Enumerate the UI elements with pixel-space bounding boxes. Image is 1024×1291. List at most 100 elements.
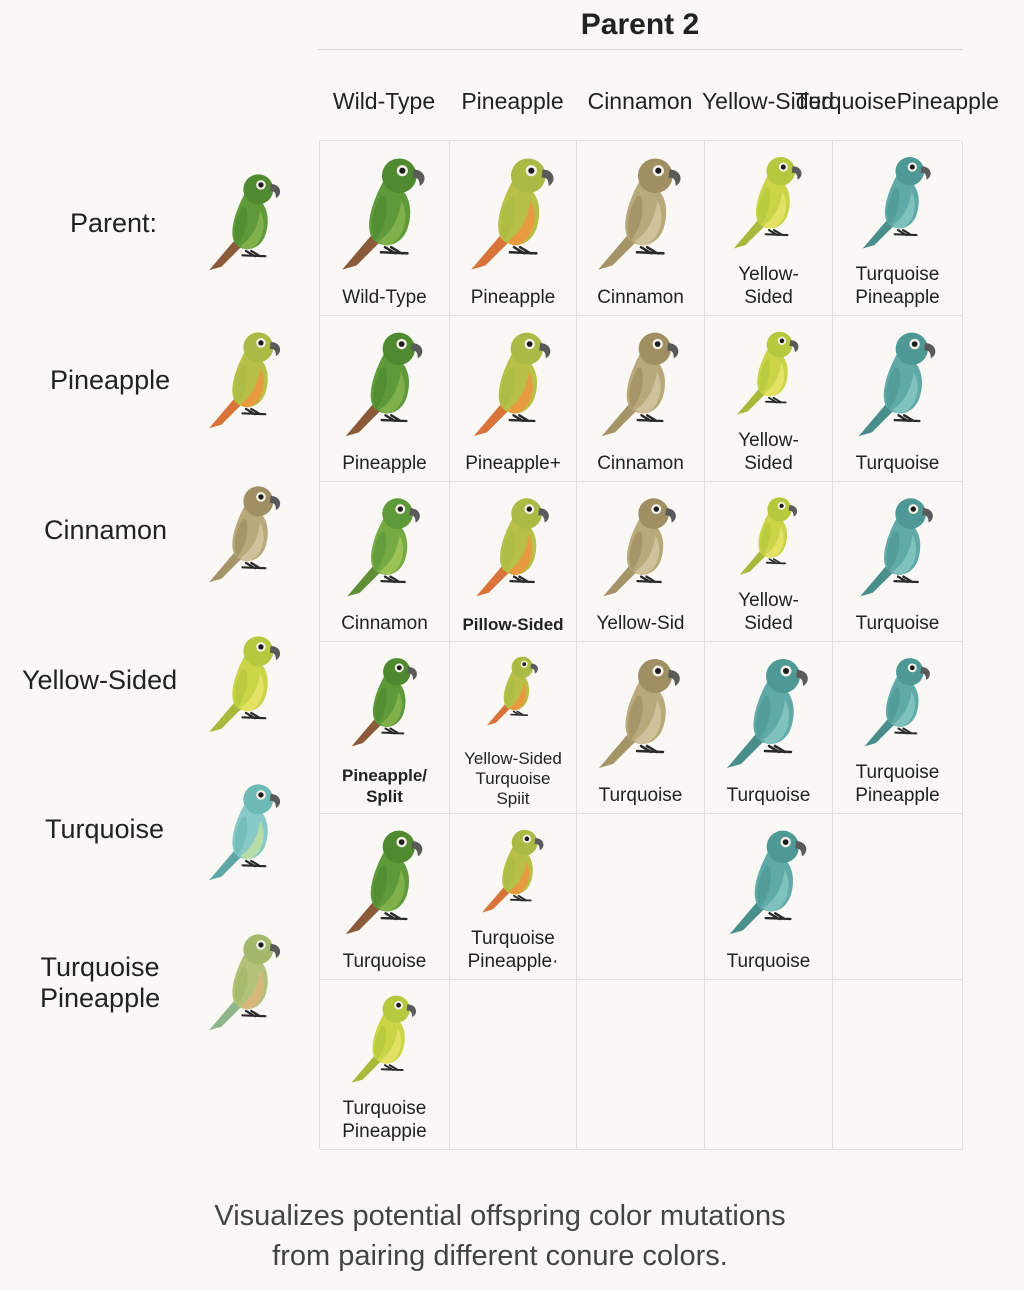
grid-cell-r5-c3 <box>705 980 833 1150</box>
parent-row-label-4: Turquoise <box>45 814 165 844</box>
wild-parrot-icon <box>345 830 423 935</box>
turquoise-parrot-icon <box>858 332 936 437</box>
grid-cell-r0-c2: Cinnamon <box>577 141 705 316</box>
turquoise-parrot-icon <box>862 156 931 249</box>
yellow-parrot-icon <box>209 636 281 733</box>
grid-cell-r3-c3: Turquoise <box>705 642 833 814</box>
grid-cell-r4-c3: Turquoise <box>705 814 833 980</box>
grid-cell-label: Turquoise Pineappie <box>342 1098 427 1142</box>
grid-cell-label: Turquoise <box>726 785 811 806</box>
parent-row-2 <box>40 472 300 622</box>
column-header-4: Turquoise Pineapple <box>795 87 999 114</box>
cinnamon-parrot-icon <box>603 498 676 597</box>
grid-cell-r4-c4 <box>833 814 963 980</box>
yellow-parrot-icon <box>737 331 799 415</box>
grid-cell-r2-c4: Turquoise <box>833 482 963 642</box>
grid-cell-r0-c3: Yellow- Sided <box>705 141 833 316</box>
grid-cell-label: Yellow-Sid <box>596 613 685 634</box>
cinnamon-parrot-icon <box>209 486 281 583</box>
cinnamon-parrot-icon <box>599 659 680 768</box>
title-divider <box>318 49 963 50</box>
pineapple-parrot-icon <box>482 829 544 913</box>
parent-row-5 <box>40 920 300 1070</box>
column-header-3: Yellow- Sided <box>701 87 835 114</box>
grid-cell-r4-c0: Turquoise <box>320 814 450 980</box>
grid-cell-r4-c2 <box>577 814 705 980</box>
caption: Visualizes potential offspring color mut… <box>0 1196 1000 1276</box>
column-header-1: Pineapple <box>461 87 564 114</box>
grid-cell-r0-c0: Wild-Type <box>320 141 450 316</box>
grid-cell-label: Turquoise <box>342 951 427 972</box>
grid-cell-r1-c3: Yellow- Sided <box>705 316 833 482</box>
grid-cell-r3-c0: Pineapple/Split <box>320 642 450 814</box>
grid-cell-r1-c2: Cinnamon <box>577 316 705 482</box>
grid-cell-label: Cinnamon <box>597 453 684 474</box>
grid-cell-r0-c4: Turquoise Pineapple <box>833 141 963 316</box>
grid-cell-r5-c1 <box>450 980 577 1150</box>
grid-cell-label: Turquoise <box>855 453 940 474</box>
grid-cell-label: Turquoise <box>855 613 940 634</box>
wildLight-parrot-icon <box>347 498 420 597</box>
turquoise-parrot-icon <box>729 830 807 935</box>
grid-cell-label: Turquoise Pineapple <box>855 264 940 308</box>
turquoise-parrot-icon <box>860 498 933 597</box>
grid-cell-r5-c0: Turquoise Pineappie <box>320 980 450 1150</box>
grid-cell-label: Pineapple <box>342 453 427 474</box>
caption-line-2: from pairing different conure colors. <box>272 1240 728 1272</box>
grid-cell-r3-c1: Yellow-Sided Turquoise Spiit <box>450 642 577 814</box>
offspring-grid: Wild-Type Pineapple Cinnamon Yellow- Sided Tu… <box>319 140 963 1150</box>
grid-cell-r5-c4 <box>833 980 963 1150</box>
parent-row-0 <box>40 160 300 310</box>
grid-cell-label: Pineapple/Split <box>341 766 428 806</box>
parent-row-label-2: Cinnamon <box>44 515 168 545</box>
grid-cell-r2-c2: Yellow-Sid <box>577 482 705 642</box>
parent-row-4 <box>40 770 300 920</box>
grid-cell-r5-c2 <box>577 980 705 1150</box>
turquoiseLight-parrot-icon <box>209 784 281 881</box>
grid-cell-label: Turquoise <box>598 785 683 806</box>
chart-title: Parent 2 <box>580 8 700 41</box>
parent-row-3 <box>40 622 300 772</box>
pineapple-parrot-icon <box>209 332 281 429</box>
grid-cell-label: Yellow-Sided Turquoise Spiit <box>464 749 562 808</box>
yellow-parrot-icon <box>351 995 417 1083</box>
grid-cell-label: Pineapple+ <box>465 453 561 474</box>
yellow-parrot-icon <box>739 497 798 575</box>
grid-cell-r3-c4: Turquoise Pineapple <box>833 642 963 814</box>
grid-cell-r4-c1: Turquoise Pineapple· <box>450 814 577 980</box>
grid-cell-r1-c0: Pineapple <box>320 316 450 482</box>
grid-cell-label: Turquoise Pineapple <box>855 762 940 806</box>
grid-cell-r3-c2: Turquoise <box>577 642 705 814</box>
grid-cell-label: Yellow- Sided <box>738 590 799 634</box>
wild-parrot-icon <box>209 174 281 271</box>
grid-cell-label: Wild-Type <box>342 287 427 308</box>
grid-cell-r1-c4: Turquoise <box>833 316 963 482</box>
grid-cell-label: Turquoise <box>726 951 811 972</box>
parent-row-label-0: Parent: <box>70 208 158 238</box>
pineapple-parrot-icon <box>473 332 551 437</box>
cinnamon-parrot-icon <box>601 332 679 437</box>
wild-parrot-icon <box>342 158 425 270</box>
grid-cell-label: Yellow- Sided <box>738 264 799 308</box>
column-header-2: Cinnamon <box>587 87 693 114</box>
grid-cell-label: Pineapple <box>470 287 556 308</box>
grid-cell-label: Cinnamon <box>597 287 684 308</box>
yellow-parrot-icon <box>733 156 802 249</box>
grid-cell-r2-c0: Cinnamon <box>320 482 450 642</box>
wild-parrot-icon <box>345 332 423 437</box>
grid-cell-label: Pillow-Sided <box>462 615 564 634</box>
pineapple-parrot-icon <box>471 158 554 270</box>
parent-row-1 <box>40 318 300 468</box>
pineapple-parrot-icon <box>487 656 538 726</box>
grid-cell-r2-c1: Pillow-Sided <box>450 482 577 642</box>
grid-cell-label: Yellow- Sided <box>738 430 799 474</box>
grid-cell-label: Cinnamon <box>341 613 428 634</box>
column-header-0: Wild-Type <box>332 87 436 114</box>
grid-cell-r0-c1: Pineapple <box>450 141 577 316</box>
grid-cell-r1-c1: Pineapple+ <box>450 316 577 482</box>
parent-row-label-5: Turquoise Pineapple <box>40 952 161 1013</box>
grid-cell-label: Turquoise Pineapple· <box>467 928 559 972</box>
cinnamon-parrot-icon <box>598 158 681 270</box>
caption-line-1: Visualizes potential offspring color mut… <box>214 1200 786 1232</box>
grid-cell-r2-c3: Yellow- Sided <box>705 482 833 642</box>
